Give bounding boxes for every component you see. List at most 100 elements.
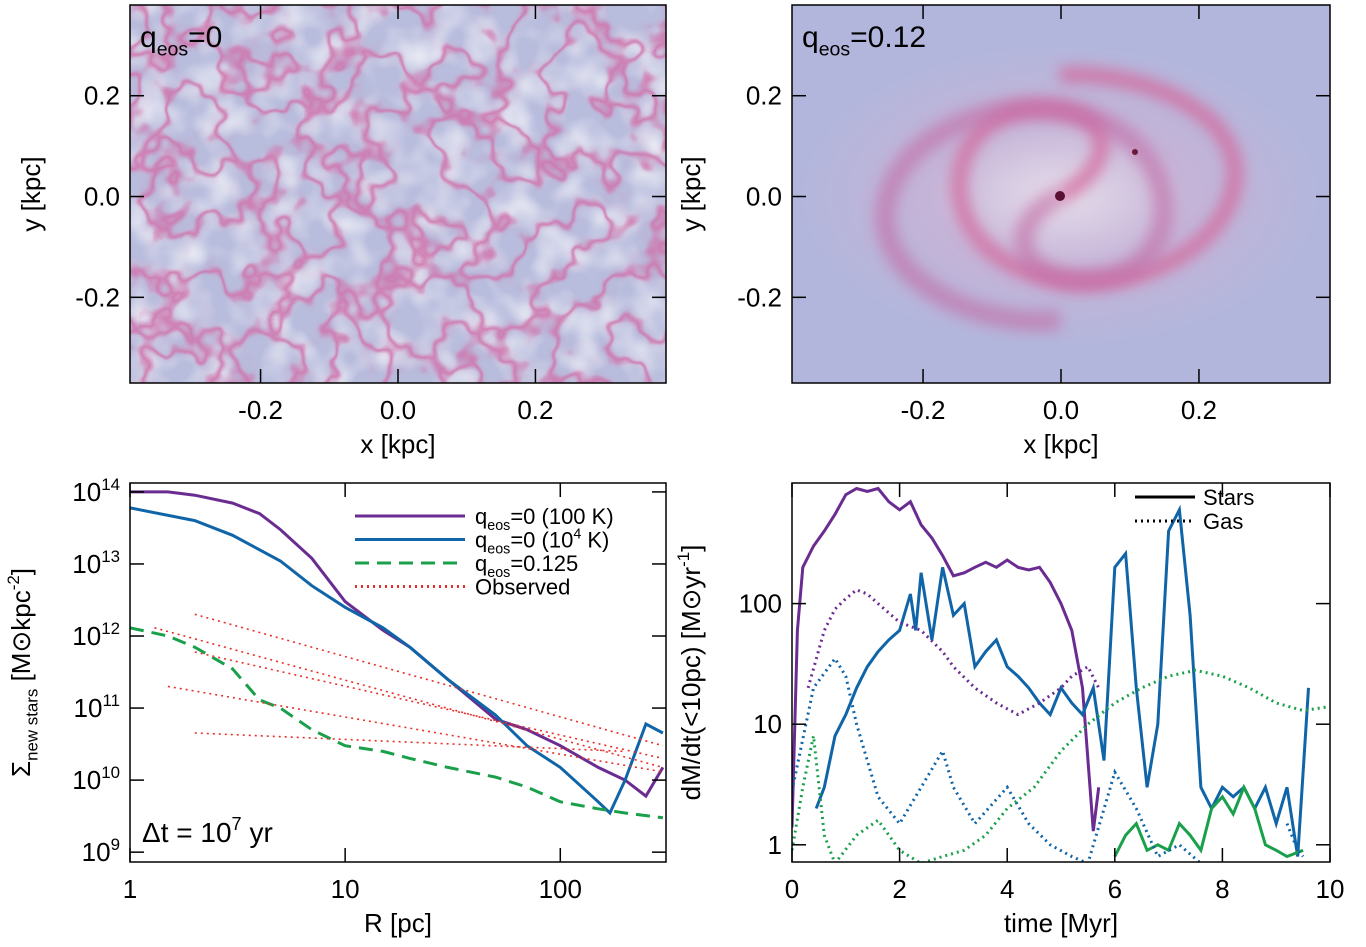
- y-tick-label: 1014: [72, 475, 120, 507]
- plot-area: [130, 490, 665, 820]
- panel-label: qeos=0.12: [802, 21, 926, 60]
- annotation: Δt = 107 yr: [142, 814, 273, 848]
- y-tick-label: 0.2: [84, 81, 120, 111]
- x-tick-label: 2: [892, 874, 906, 904]
- panel: qeos=0.12 -0.2 0.0 0.2 -0.2 0.0 0.2 x [kpc] y [k…: [676, 4, 1331, 459]
- panel-label-part: q: [140, 21, 157, 54]
- y-tick-label-base: 10: [72, 621, 101, 651]
- panel-label-part: q: [802, 21, 819, 54]
- legend-label: Stars: [1203, 485, 1254, 510]
- image-qeos-012: [792, 5, 1330, 383]
- x-tick-label: 0.2: [1181, 395, 1217, 425]
- y-tick-label-exp: 11: [102, 691, 120, 710]
- panel-label: qeos=0: [140, 21, 222, 60]
- panel-label-part: eos: [157, 38, 189, 60]
- y-axis-label: dM/dt(<10pc) [M⊙yr-1]: [674, 545, 706, 801]
- y-tick-label: 0.2: [746, 81, 782, 111]
- y-axis-label-part: [M⊙kpc: [6, 590, 36, 688]
- legend-label-part: eos: [487, 518, 510, 534]
- series-line: [1113, 783, 1304, 859]
- y-tick-label-exp: 12: [101, 619, 120, 638]
- x-tick-label-base: 0.0: [1043, 395, 1079, 425]
- x-tick-label: 1: [123, 874, 137, 904]
- y-axis-label: y [kpc]: [16, 156, 46, 231]
- panel-label-part: =0.12: [850, 21, 926, 54]
- x-axis-label-text: time [Myr]: [1004, 908, 1118, 938]
- legend-label-part: q: [475, 504, 487, 529]
- legend-label: Gas: [1203, 509, 1243, 534]
- legend-label: qeos=0 (100 K): [475, 504, 614, 534]
- y-axis-label-part: new stars: [22, 689, 41, 761]
- y-tick-label: 100: [739, 589, 782, 619]
- y-axis-label-text: y [kpc]: [676, 156, 706, 231]
- x-tick-label: -0.2: [238, 395, 283, 425]
- x-axis-label: x [kpc]: [360, 429, 435, 459]
- y-tick-label-base: 0.0: [746, 182, 782, 212]
- x-tick-label: 0.2: [517, 395, 553, 425]
- x-axis-label-text: x [kpc]: [360, 429, 435, 459]
- plot-area: [792, 486, 1330, 862]
- observed-line: [194, 613, 664, 747]
- series-line: [792, 655, 1305, 862]
- series-line: [814, 504, 1310, 857]
- legend-label-part: 4: [573, 526, 581, 542]
- observed-line: [194, 651, 664, 760]
- x-tick-label: 10: [331, 874, 360, 904]
- y-axis-label-part: ]: [676, 545, 706, 552]
- y-tick-label-exp: 9: [111, 835, 120, 854]
- series-line: [130, 506, 664, 816]
- annotation-part: yr: [242, 817, 273, 848]
- x-tick-label: 0.0: [1043, 395, 1079, 425]
- legend-label-part: =0 (100 K): [510, 504, 613, 529]
- legend-label: qeos=0 (104 K): [475, 526, 609, 557]
- y-tick-label-base: 0.0: [84, 182, 120, 212]
- x-tick-label-base: 0.0: [380, 395, 416, 425]
- series-line: [130, 626, 664, 820]
- y-axis-label-text: y [kpc]: [16, 156, 46, 231]
- panel: qeos=0 -0.2 0.0 0.2 -0.2 0.0 0.2 x [kpc] y [kpc]: [16, 4, 667, 459]
- annotation-part: 7: [232, 814, 242, 834]
- legend-label-part: =0 (10: [510, 528, 573, 553]
- y-tick-label-exp: 13: [101, 547, 120, 566]
- y-tick-label: 1012: [72, 619, 120, 651]
- plot-frame: [129, 482, 667, 863]
- x-axis-label: time [Myr]: [1004, 908, 1118, 938]
- panel-label-part: eos: [819, 38, 851, 60]
- y-tick-label: 0.0: [84, 182, 120, 212]
- x-tick-label: 10: [1316, 874, 1345, 904]
- panel-label-part: =0: [188, 21, 222, 54]
- y-tick-label: 1: [768, 830, 782, 860]
- y-tick-label: 109: [82, 835, 120, 867]
- x-tick-label: -0.2: [901, 395, 946, 425]
- legend-label-part: eos: [487, 542, 510, 558]
- y-tick-label-exp: 14: [101, 475, 120, 494]
- image-qeos-0: [130, 5, 666, 383]
- x-axis-label: R [pc]: [364, 908, 432, 938]
- legend-label: Observed: [475, 575, 570, 600]
- y-tick-label: 1011: [74, 691, 120, 723]
- legend-label-part: K): [581, 528, 609, 553]
- x-tick-label: 8: [1215, 874, 1229, 904]
- legend-label: qeos=0.125: [475, 551, 578, 581]
- y-tick-label: 0.0: [746, 182, 782, 212]
- legend-label-part: =0.125: [510, 551, 578, 576]
- observed-line: [194, 732, 626, 753]
- x-tick-label: 4: [1000, 874, 1014, 904]
- x-tick-label: 6: [1108, 874, 1122, 904]
- y-tick-label: 10: [753, 709, 782, 739]
- series-line: [792, 486, 1101, 832]
- observed-line: [154, 627, 664, 769]
- y-axis-label: Σnew stars [M⊙kpc-2]: [4, 568, 41, 777]
- y-tick-label: 1010: [72, 763, 120, 795]
- y-axis-label-part: -2: [4, 575, 23, 590]
- x-axis-label-text: x [kpc]: [1023, 429, 1098, 459]
- y-axis-label-part: Σ: [6, 761, 36, 777]
- legend-label-part: q: [475, 551, 487, 576]
- y-tick-label-base: 10: [74, 693, 103, 723]
- legend-label-part: eos: [487, 565, 510, 581]
- y-axis-label-part: -1: [674, 552, 693, 567]
- y-tick-label-base: 10: [72, 549, 101, 579]
- y-axis-label: y [kpc]: [676, 156, 706, 231]
